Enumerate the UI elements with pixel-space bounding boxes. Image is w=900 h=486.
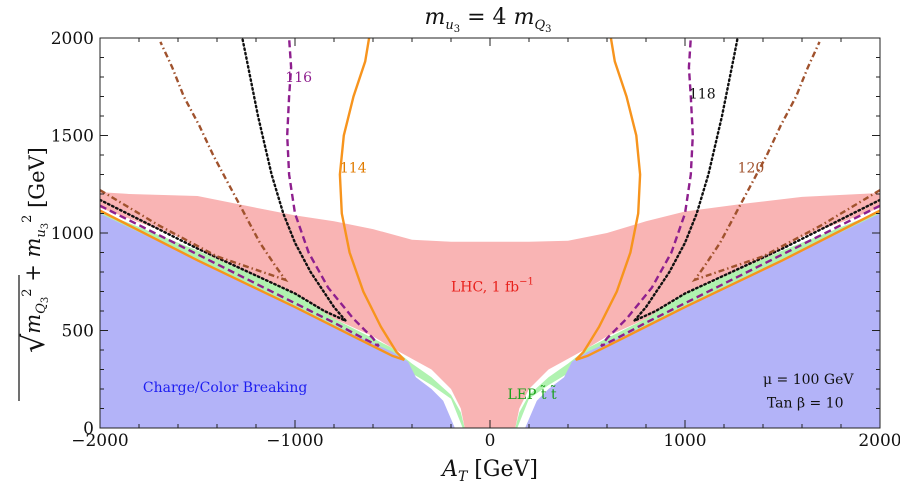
- region-label-charge-color-breaking: Charge/Color Breaking: [143, 380, 308, 396]
- region-lhc-1-fb: [100, 192, 880, 428]
- y-tick-label: 500: [62, 322, 94, 342]
- contour-label-116: 116: [285, 70, 312, 86]
- contour-114-right: [574, 38, 880, 361]
- labels-layer: LHC, 1 fb−1 LEP t̃ t̃ Charge/Color Breakin…: [143, 70, 854, 412]
- x-axis-label: AT [GeV]: [440, 457, 538, 485]
- contour-label-118: 118: [689, 86, 716, 102]
- x-tick-label: 0: [485, 431, 496, 451]
- contour-label-114: 114: [340, 161, 367, 177]
- contour-116-left: [100, 38, 380, 348]
- region-charge-color-breaking: [100, 213, 880, 428]
- region-label-lhc-1-fb: LHC, 1 fb−1: [451, 277, 534, 296]
- mu-annotation: μ = 100 GeV: [763, 372, 854, 388]
- ticks-layer: −2000 −1000 0 1000 2000 0 500 1000 1500 2000: [51, 29, 900, 451]
- region-label-lep-stop-stop: LEP t̃ t̃: [508, 384, 557, 403]
- x-tick-label: −1000: [266, 431, 324, 451]
- y-tick-label: 1000: [51, 224, 94, 244]
- contour-114-left: [100, 38, 406, 361]
- contour-120-right: [691, 41, 880, 283]
- y-tick-label: 1500: [51, 127, 94, 147]
- contour-label-120: 120: [738, 161, 765, 177]
- y-axis-label: √mQ32 + mu32 [GeV]: [17, 147, 52, 401]
- contour-120-left: [100, 41, 289, 283]
- contour-118-left: [100, 38, 347, 322]
- x-tick-label: −2000: [71, 431, 129, 451]
- contour-118-right: [633, 38, 880, 322]
- x-tick-label: 2000: [858, 431, 900, 451]
- tanbeta-annotation: Tan β = 10: [767, 396, 844, 412]
- contours-layer: [100, 38, 880, 361]
- contour-116-right: [600, 38, 880, 348]
- y-tick-label: 0: [83, 419, 94, 439]
- x-tick-label: 1000: [663, 431, 706, 451]
- plot-area: [100, 38, 880, 428]
- regions-layer: [100, 192, 880, 428]
- y-tick-label: 2000: [51, 29, 94, 49]
- svg-text:√mQ32 + mu32 [GeV]: √mQ32 + mu32 [GeV]: [17, 147, 52, 353]
- chart-title: mu3 = 4 mQ3: [425, 5, 552, 35]
